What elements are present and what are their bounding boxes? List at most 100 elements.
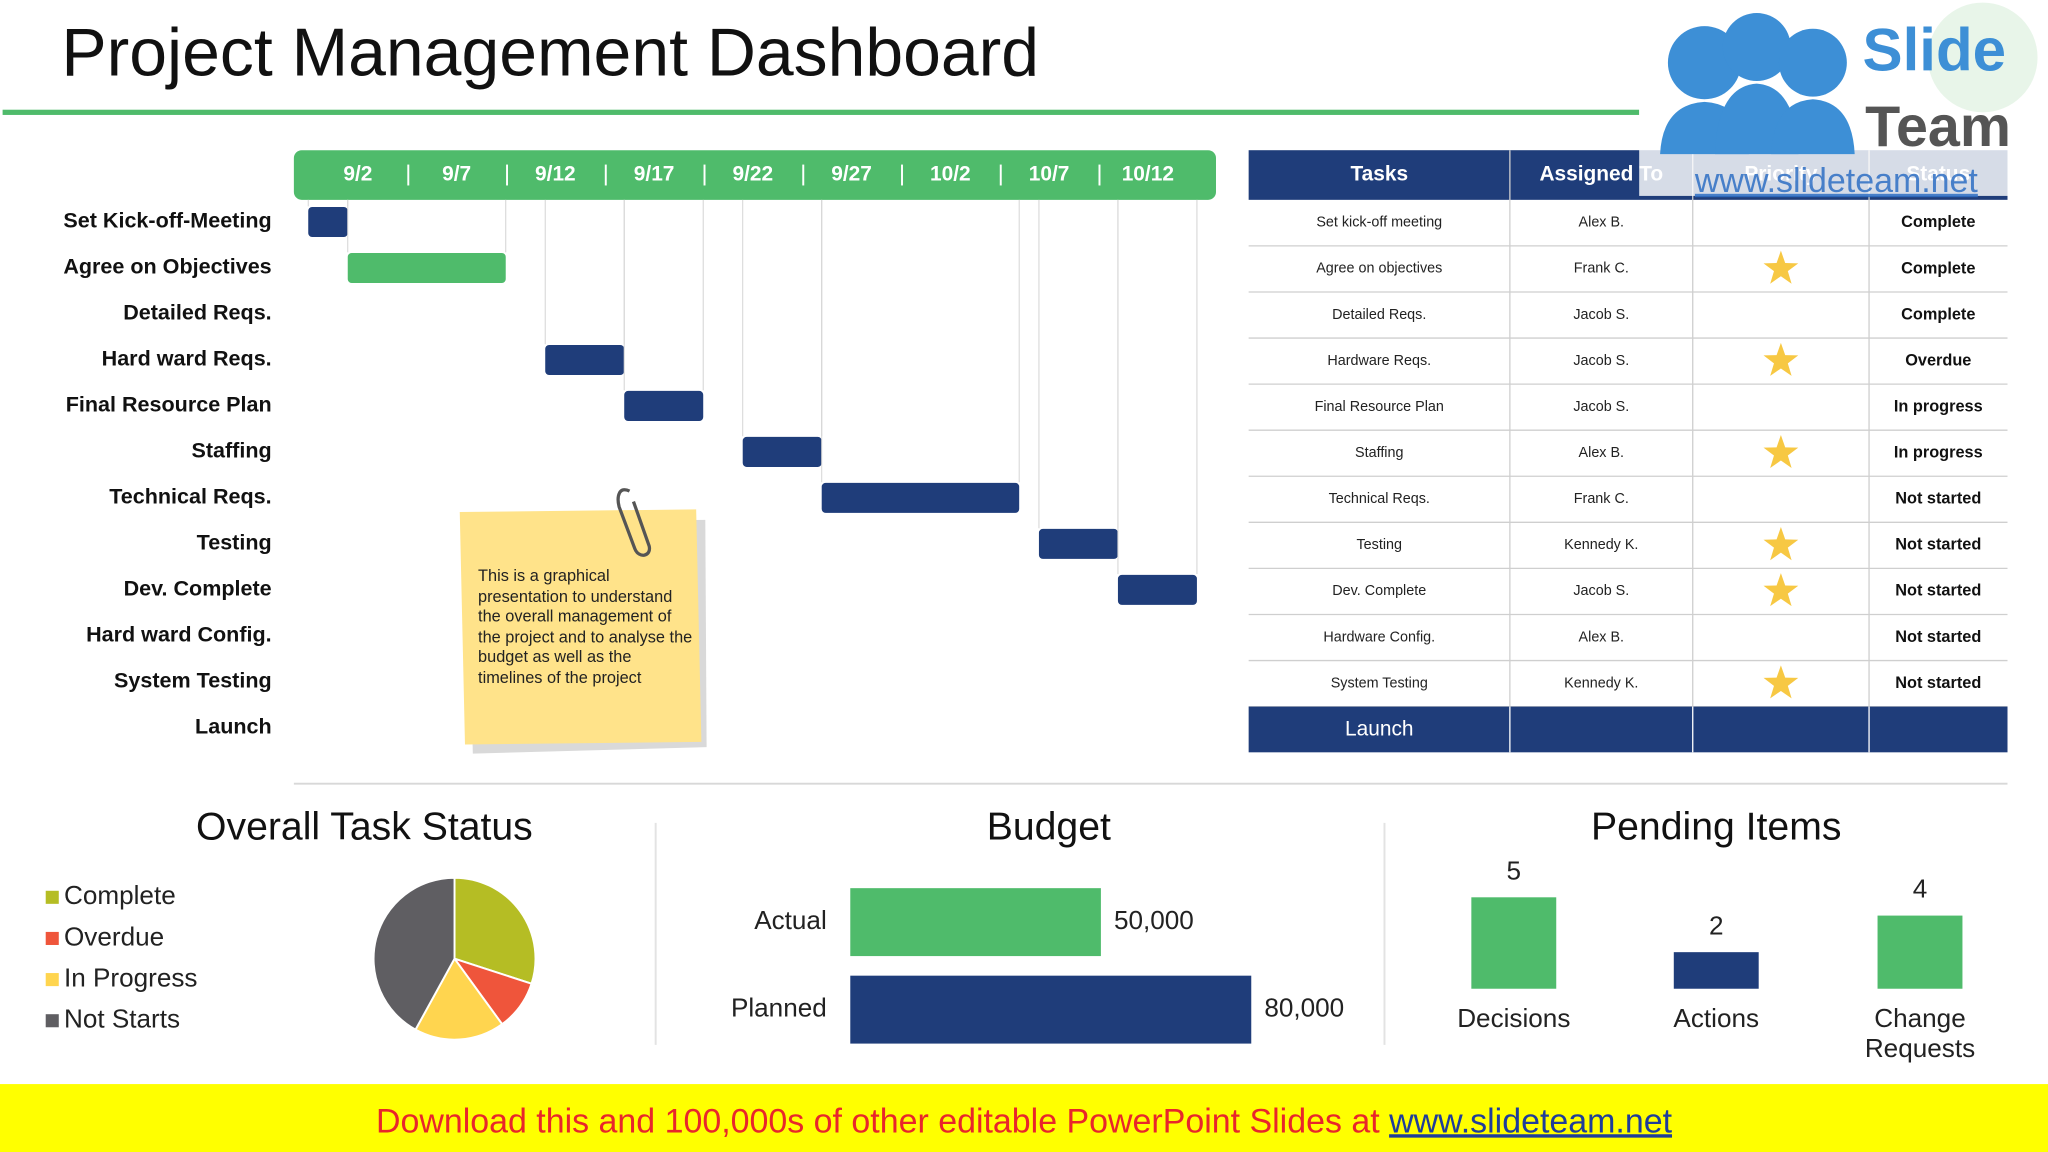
priority-star [1763,342,1799,376]
bar-value-label: 2 [1709,910,1724,940]
task-label: Staffing [191,438,271,463]
table-cell: Technical Reqs. [1329,491,1430,507]
logo-head [1778,28,1847,97]
bar-value-label: 50,000 [1114,905,1194,935]
bar-value-label: 80,000 [1264,993,1344,1023]
pie-slice [453,876,537,985]
table-cell: Jacob S. [1573,353,1629,369]
logo-head [1667,26,1742,100]
gantt-bar [1038,528,1118,559]
table-status: In progress [1894,397,1983,415]
logo-head [1722,13,1791,81]
gantt-bar [742,436,822,467]
bar [1471,897,1557,989]
table-status: Complete [1901,305,1975,323]
table-status: Overdue [1905,351,1971,369]
table-status: Not started [1895,674,1981,692]
page-title: Project Management Dashboard [61,15,1039,90]
paperclip [616,488,652,557]
table-cell: Detailed Reqs. [1332,307,1426,323]
table-cell: System Testing [1331,675,1428,691]
table-cell: Testing [1357,537,1403,553]
table-cell: Frank C. [1574,491,1629,507]
table-cell: Kennedy K. [1564,675,1638,691]
logo-top: Slide [1863,17,2007,84]
legend-swatch [45,890,59,904]
priority-star [1763,573,1799,607]
task-label: Set Kick-off-Meeting [63,208,271,233]
table-status: Complete [1901,213,1975,231]
table-cell: Kennedy K. [1564,537,1638,553]
table-footer-bg [1248,706,2008,753]
logo-badge [1927,2,2038,113]
table-cell: Final Resource Plan [1315,399,1444,415]
pie-slice [414,956,504,1041]
task-label: Detailed Reqs. [123,300,271,325]
footer-link[interactable]: www.slideteam.net [1388,1102,1673,1140]
gantt-header [293,150,1216,200]
table-status: Complete [1901,259,1975,277]
table-status: In progress [1894,444,1983,462]
gantt-bar [821,482,1020,513]
gantt-bar [545,344,625,375]
legend-label: Overdue [64,921,164,951]
table-cell: Staffing [1355,445,1403,461]
footer-bg [0,1084,2048,1152]
legend-swatch [45,1014,59,1028]
bar-category: Actions [1673,1003,1759,1033]
note-paper [459,509,702,745]
table-cell: Alex B. [1579,629,1625,645]
legend-swatch [45,973,59,987]
task-label: Dev. Complete [124,576,272,601]
chart-title: Overall Task Status [196,806,533,849]
chart-title: Budget [987,806,1111,849]
table-cell: Agree on objectives [1316,261,1442,277]
bar [850,975,1252,1044]
legend-swatch [45,931,59,945]
priority-star [1763,527,1799,561]
task-label: System Testing [114,667,272,692]
table-cell: Hardware Config. [1323,629,1435,645]
gantt-date: 9/2 [343,163,372,186]
gantt-date: 9/22 [733,163,774,186]
gantt-bar [347,252,506,284]
bar [850,888,1101,957]
legend-label: In Progress [64,962,198,992]
table-cell: Jacob S. [1573,399,1629,415]
table-cell: Jacob S. [1573,307,1629,323]
task-label: Hard ward Config. [86,622,272,647]
gantt-date: 10/2 [930,163,971,186]
gantt-date: 9/17 [634,163,675,186]
bar-category: Planned [731,993,827,1023]
bar-category: Change Requests [1865,1003,1975,1063]
title-rule [2,109,1640,115]
gantt-date: 10/7 [1029,163,1070,186]
task-label: Hard ward Reqs. [102,346,272,371]
table-status: Not started [1895,582,1981,600]
legend-label: Complete [64,880,176,910]
logo-url: www.slideteam.net [1694,162,1979,200]
table-cell: Alex B. [1579,215,1625,231]
gantt-date: 9/12 [535,163,576,186]
logo-bottom: Team [1865,95,2011,159]
gantt-bar [624,390,704,421]
gantt-date: 10/12 [1122,163,1174,186]
gantt-bar [1117,574,1197,605]
gantt-date: 9/7 [442,163,471,186]
table-cell: Dev. Complete [1332,583,1426,599]
priority-star [1763,250,1799,284]
logo-body [1771,99,1855,155]
bar-value-label: 5 [1507,855,1522,885]
task-label: Technical Reqs. [109,484,271,509]
table-cell: Hardware Reqs. [1327,353,1431,369]
bar [1877,915,1963,989]
task-label: Final Resource Plan [66,392,272,417]
table-header: Tasks [1350,163,1408,186]
table-cell: Jacob S. [1573,583,1629,599]
table-cell: Alex B. [1579,445,1625,461]
footer-message: Download this and 100,000s of other edit… [376,1102,1389,1140]
bar [1673,952,1759,989]
bar-category: Actual [754,905,827,935]
table-status: Not started [1895,536,1981,554]
